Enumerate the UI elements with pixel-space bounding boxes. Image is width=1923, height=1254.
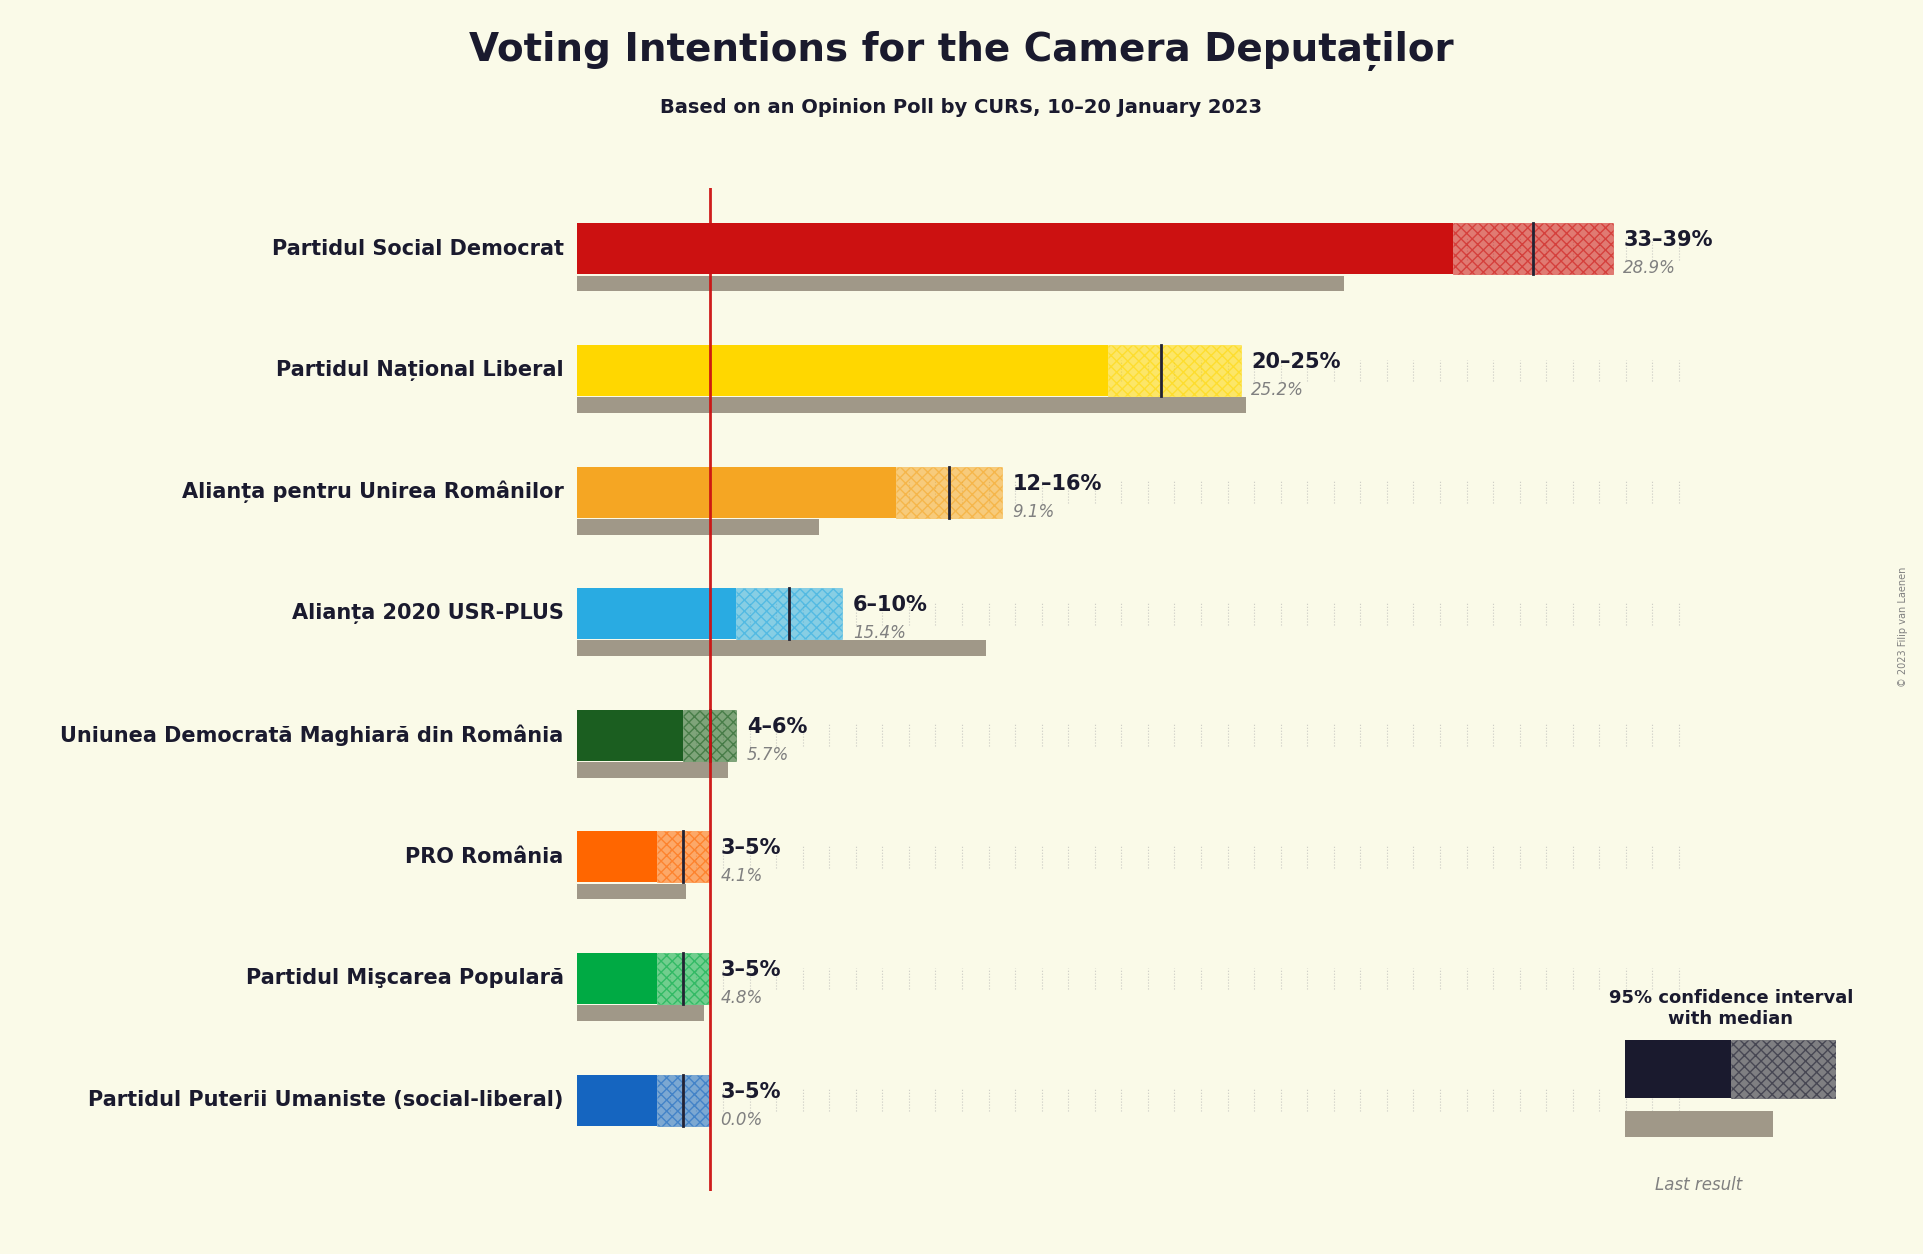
Text: Alianța 2020 USR-PLUS: Alianța 2020 USR-PLUS [292,603,563,624]
Text: 9.1%: 9.1% [1011,503,1054,520]
Text: 95% confidence interval
with median: 95% confidence interval with median [1608,989,1854,1028]
Text: PRO România: PRO România [406,846,563,867]
FancyBboxPatch shape [577,725,1692,746]
Bar [896,466,1002,518]
Text: 3–5%: 3–5% [721,961,781,979]
Text: 12–16%: 12–16% [1011,474,1102,494]
Text: 15.4%: 15.4% [854,624,906,642]
Bar [577,588,737,640]
Text: 5.7%: 5.7% [746,746,788,764]
Bar [577,641,986,656]
Text: 25.2%: 25.2% [1252,381,1304,399]
Bar [683,710,737,761]
Bar [577,1006,704,1021]
Text: Based on an Opinion Poll by CURS, 10–20 January 2023: Based on an Opinion Poll by CURS, 10–20 … [660,98,1263,117]
Bar [737,588,842,640]
Bar [577,884,687,899]
FancyBboxPatch shape [577,1090,1692,1111]
Bar [577,466,896,518]
Text: Voting Intentions for the Camera Deputaților: Voting Intentions for the Camera Deputaț… [469,31,1454,71]
Bar [577,276,1344,291]
FancyBboxPatch shape [577,968,1692,989]
Bar [656,953,710,1004]
Text: 3–5%: 3–5% [721,839,781,859]
Text: 4.8%: 4.8% [721,989,763,1007]
Bar [1731,1040,1836,1099]
Text: Partidul Social Democrat: Partidul Social Democrat [271,240,563,258]
Text: 4–6%: 4–6% [746,717,808,737]
Bar [577,345,1108,396]
Bar [577,953,656,1004]
Text: 20–25%: 20–25% [1252,352,1340,372]
Text: Partidul Puterii Umaniste (social-liberal): Partidul Puterii Umaniste (social-libera… [88,1090,563,1110]
FancyBboxPatch shape [577,846,1692,868]
Text: © 2023 Filip van Laenen: © 2023 Filip van Laenen [1898,567,1908,687]
Text: Last result: Last result [1656,1176,1742,1194]
Text: Partidul Mişcarea Populară: Partidul Mişcarea Populară [246,968,563,988]
Text: 28.9%: 28.9% [1623,260,1677,277]
Text: 33–39%: 33–39% [1623,231,1713,251]
Bar [577,223,1454,275]
Text: Partidul Național Liberal: Partidul Național Liberal [277,360,563,381]
Text: 0.0%: 0.0% [721,1111,763,1129]
Bar [1454,223,1613,275]
Bar [577,831,656,883]
FancyBboxPatch shape [577,482,1692,503]
Bar [656,831,710,883]
Bar [577,762,729,777]
Text: Uniunea Democrată Maghiară din România: Uniunea Democrată Maghiară din România [60,725,563,746]
FancyBboxPatch shape [577,360,1692,381]
FancyBboxPatch shape [577,238,1692,260]
Text: 4.1%: 4.1% [721,868,763,885]
Bar [577,519,819,534]
Bar [1625,1111,1773,1137]
Bar [577,710,683,761]
Bar [577,398,1246,413]
Text: Alianța pentru Unirea Românilor: Alianța pentru Unirea Românilor [183,480,563,503]
Bar [656,1075,710,1126]
Text: 3–5%: 3–5% [721,1082,781,1101]
Bar [1108,345,1240,396]
Bar [1625,1040,1731,1099]
Text: 6–10%: 6–10% [854,596,929,616]
FancyBboxPatch shape [577,603,1692,624]
Bar [577,1075,656,1126]
